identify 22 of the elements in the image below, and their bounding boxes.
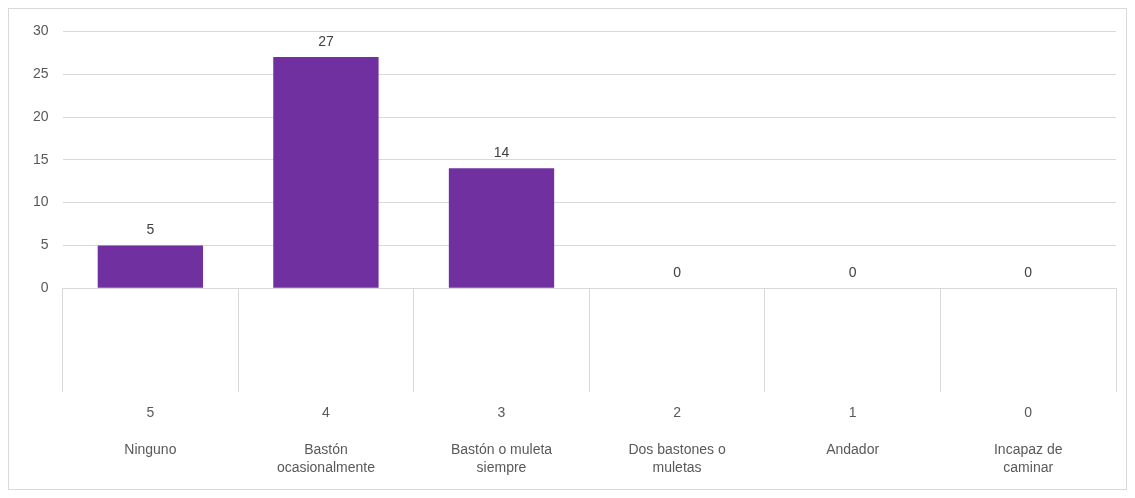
category-label: 3 Bastón o muleta siempre [450, 404, 553, 475]
category-label: 1 Andador [826, 404, 880, 457]
y-tick-label: 5 [40, 236, 49, 253]
data-label: 14 [493, 144, 510, 161]
category-label: 2 Dos bastones o muletas [628, 404, 726, 475]
category-label: 5 Ninguno [124, 404, 177, 457]
bar [97, 245, 204, 288]
y-tick-label: 20 [32, 107, 49, 124]
category-label: 4 Bastón ocasionalmente [276, 404, 375, 475]
y-tick-label: 25 [32, 65, 49, 82]
category-label: 0 Incapaz de caminar [993, 404, 1063, 475]
bar [273, 57, 379, 288]
data-label: 5 [146, 221, 155, 238]
data-label: 0 [1024, 264, 1033, 281]
bar [448, 168, 555, 288]
y-tick-label: 30 [32, 22, 49, 39]
y-tick-label: 0 [40, 279, 49, 296]
data-label: 0 [673, 264, 682, 281]
data-label: 27 [318, 32, 334, 49]
y-tick-label: 10 [32, 193, 49, 210]
data-label: 0 [848, 264, 857, 281]
y-tick-label: 15 [32, 150, 49, 167]
